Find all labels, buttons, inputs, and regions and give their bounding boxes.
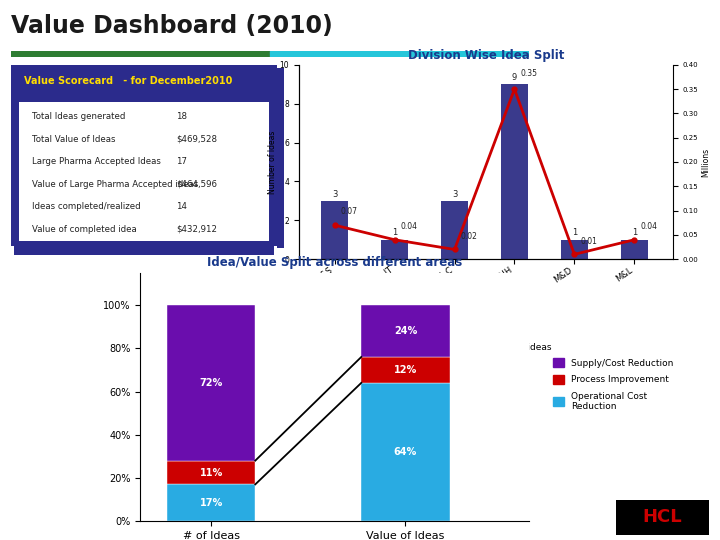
- FancyBboxPatch shape: [616, 500, 709, 535]
- Text: 0.07: 0.07: [341, 207, 358, 217]
- Text: 9: 9: [512, 73, 517, 82]
- Bar: [361, 357, 450, 383]
- Text: 24%: 24%: [394, 326, 417, 336]
- Bar: [321, 201, 348, 259]
- FancyBboxPatch shape: [11, 97, 277, 246]
- Text: $464,596: $464,596: [176, 180, 217, 188]
- Text: Value of Large Pharma Accepted ideas: Value of Large Pharma Accepted ideas: [32, 180, 199, 188]
- FancyBboxPatch shape: [277, 68, 284, 248]
- Bar: [11, 51, 270, 57]
- Text: 17%: 17%: [199, 498, 222, 508]
- Bar: [501, 84, 528, 259]
- Bar: [621, 240, 648, 259]
- Bar: [381, 240, 408, 259]
- Bar: [167, 461, 256, 484]
- Text: 12%: 12%: [394, 365, 417, 375]
- Text: 0.04: 0.04: [640, 222, 657, 231]
- Text: $432,912: $432,912: [176, 225, 217, 234]
- Text: 17: 17: [176, 157, 187, 166]
- Title: Idea/Value Split across different areas: Idea/Value Split across different areas: [207, 256, 462, 269]
- Bar: [361, 305, 450, 357]
- Bar: [561, 240, 588, 259]
- Text: Large Pharma Accepted Ideas: Large Pharma Accepted Ideas: [32, 157, 161, 166]
- Legend: # of ideas, Value of ideas: # of ideas, Value of ideas: [379, 340, 556, 356]
- Text: Total Value of Ideas: Total Value of Ideas: [32, 134, 116, 144]
- Title: Division Wise Idea Split: Division Wise Idea Split: [408, 49, 564, 62]
- Text: HCL: HCL: [642, 508, 683, 526]
- Y-axis label: Millions: Millions: [701, 147, 711, 177]
- FancyBboxPatch shape: [19, 102, 269, 241]
- Bar: [441, 201, 468, 259]
- Legend: Supply/Cost Reduction, Process Improvement, Operational Cost
Reduction: Supply/Cost Reduction, Process Improveme…: [549, 354, 677, 415]
- Text: 14: 14: [176, 202, 187, 211]
- Text: 72%: 72%: [199, 378, 222, 388]
- Y-axis label: Number of Ideas: Number of Ideas: [268, 130, 276, 194]
- Text: Value Scorecard   - for December2010: Value Scorecard - for December2010: [24, 76, 233, 86]
- Bar: [361, 383, 450, 521]
- Text: 18: 18: [176, 112, 187, 121]
- Text: 0.01: 0.01: [580, 237, 597, 246]
- Text: 11%: 11%: [199, 468, 222, 477]
- Text: 1: 1: [572, 228, 577, 238]
- Text: Value Dashboard (2010): Value Dashboard (2010): [11, 14, 333, 37]
- Text: Total Ideas generated: Total Ideas generated: [32, 112, 125, 121]
- FancyBboxPatch shape: [11, 65, 277, 97]
- Text: 64%: 64%: [394, 447, 417, 457]
- Bar: [167, 484, 256, 521]
- Bar: [167, 305, 256, 461]
- Bar: [270, 51, 529, 57]
- Text: 1: 1: [631, 228, 637, 238]
- Text: 3: 3: [332, 190, 338, 199]
- Text: 3: 3: [452, 190, 457, 199]
- Text: 1: 1: [392, 228, 397, 238]
- Text: 0.35: 0.35: [521, 70, 537, 78]
- Text: $469,528: $469,528: [176, 134, 217, 144]
- Text: Value of completed idea: Value of completed idea: [32, 225, 137, 234]
- FancyBboxPatch shape: [14, 246, 274, 255]
- Text: 0.04: 0.04: [400, 222, 418, 231]
- Text: Ideas completed/realized: Ideas completed/realized: [32, 202, 140, 211]
- Text: 0.02: 0.02: [461, 232, 477, 241]
